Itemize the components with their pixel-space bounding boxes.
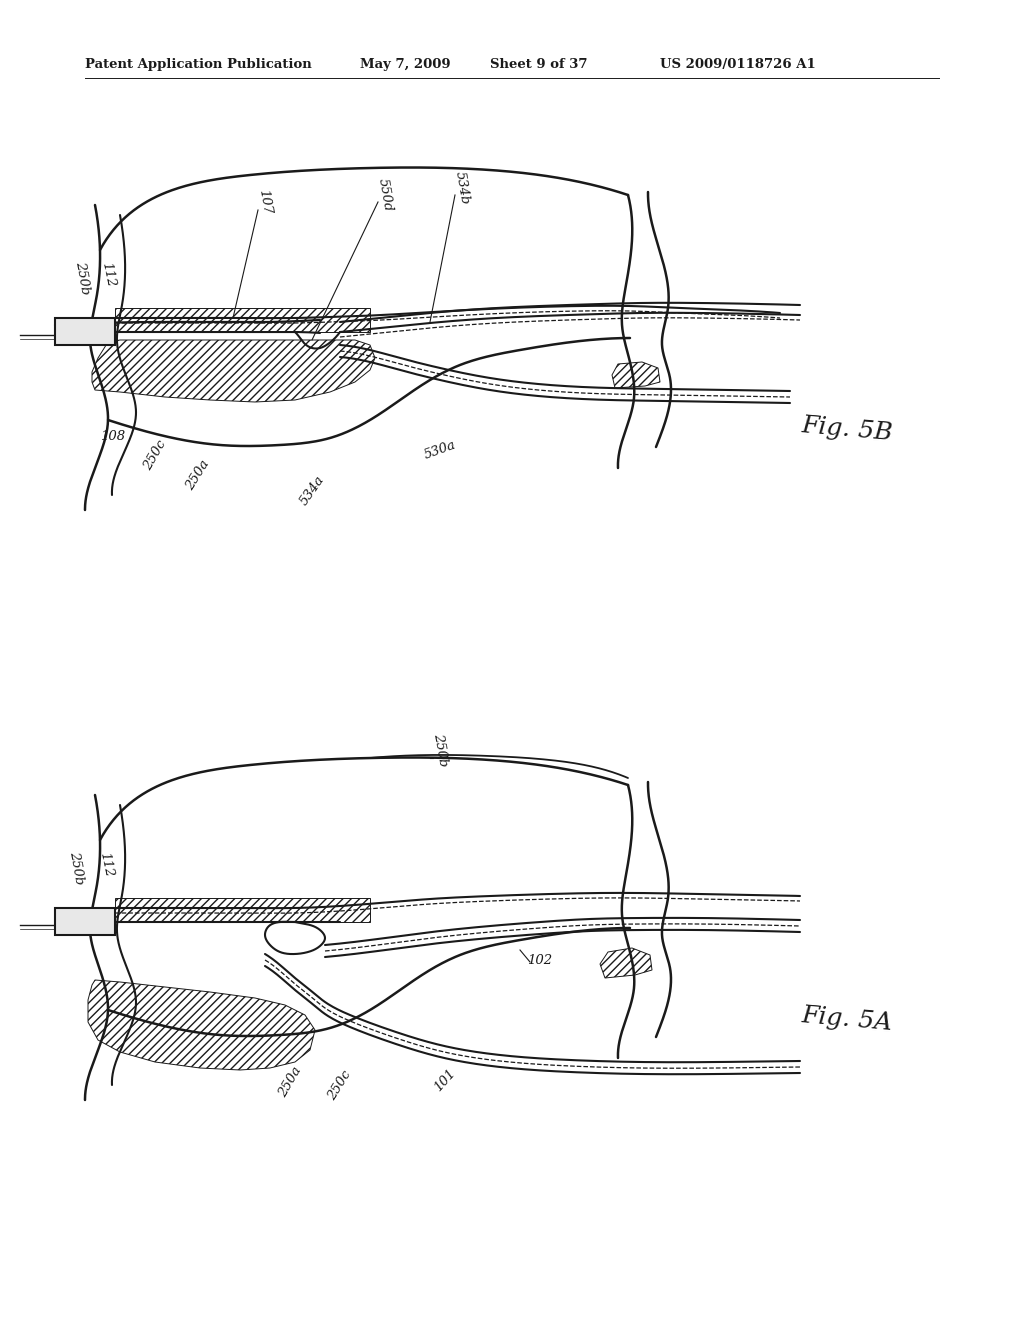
Text: 550d: 550d — [376, 177, 394, 213]
Polygon shape — [612, 362, 660, 388]
Text: 112: 112 — [99, 261, 117, 289]
Text: 112: 112 — [97, 851, 115, 879]
Text: 250c: 250c — [141, 438, 169, 473]
Text: 102: 102 — [527, 953, 553, 966]
Polygon shape — [115, 308, 370, 333]
Text: 250b: 250b — [73, 260, 91, 296]
Text: 534a: 534a — [297, 473, 327, 507]
Text: 101: 101 — [432, 1067, 458, 1094]
Text: 107: 107 — [256, 189, 273, 215]
Text: Sheet 9 of 37: Sheet 9 of 37 — [490, 58, 588, 71]
Polygon shape — [92, 341, 375, 403]
Polygon shape — [55, 318, 115, 345]
Text: Patent Application Publication: Patent Application Publication — [85, 58, 311, 71]
Text: Fig. 5B: Fig. 5B — [800, 414, 893, 445]
Text: 250b: 250b — [431, 733, 450, 768]
Polygon shape — [55, 908, 115, 935]
Text: 534b: 534b — [453, 170, 471, 206]
Text: Fig. 5A: Fig. 5A — [800, 1005, 893, 1035]
Polygon shape — [115, 898, 370, 921]
Text: 108: 108 — [100, 430, 125, 444]
Text: US 2009/0118726 A1: US 2009/0118726 A1 — [660, 58, 816, 71]
Text: 250c: 250c — [326, 1068, 354, 1102]
Polygon shape — [600, 948, 652, 978]
Text: 250a: 250a — [276, 1064, 304, 1100]
Polygon shape — [88, 979, 315, 1071]
Text: 530a: 530a — [422, 438, 458, 462]
Text: 250b: 250b — [67, 850, 85, 886]
Text: May 7, 2009: May 7, 2009 — [360, 58, 451, 71]
Text: 250a: 250a — [183, 458, 212, 492]
